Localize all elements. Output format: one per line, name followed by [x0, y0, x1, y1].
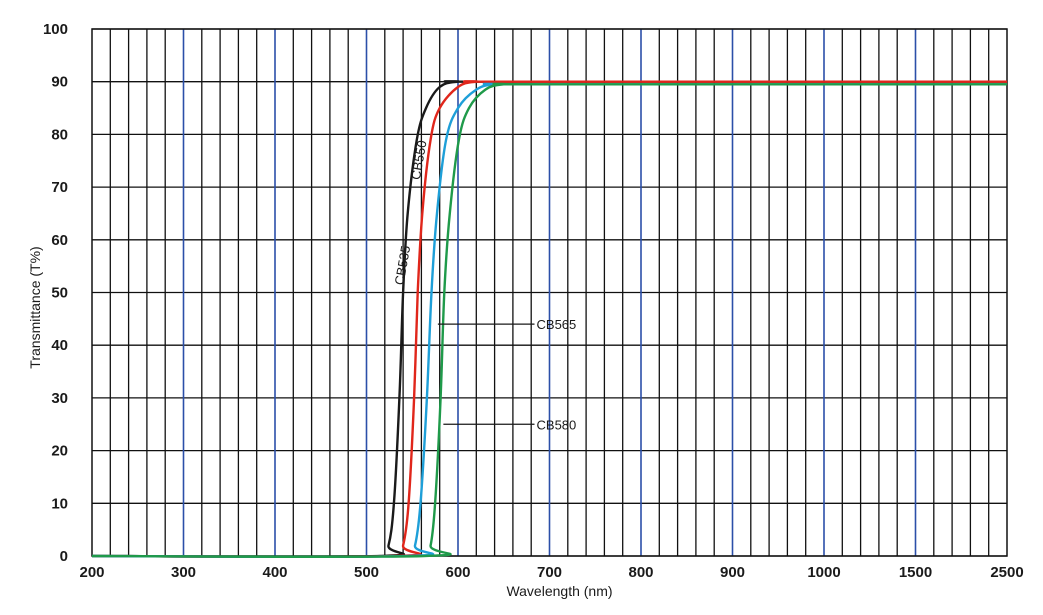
- x-tick-label: 1000: [807, 564, 840, 581]
- y-tick-label: 70: [51, 179, 68, 196]
- x-tick-label: 500: [354, 564, 379, 581]
- x-tick-label: 600: [445, 564, 470, 581]
- y-tick-label: 60: [51, 232, 68, 249]
- x-tick-label: 2500: [990, 564, 1023, 581]
- x-tick-label: 800: [628, 564, 653, 581]
- series-label: CB580: [537, 417, 577, 432]
- y-tick-label: 10: [51, 495, 68, 512]
- x-axis-title: Wavelength (nm): [506, 583, 612, 599]
- plot-frame: [91, 28, 1008, 557]
- series-lines: [91, 80, 1007, 558]
- y-tick-label: 30: [51, 390, 68, 407]
- series-line-cb580: [91, 82, 1007, 558]
- x-tick-label: 400: [262, 564, 287, 581]
- x-tick-label: 900: [720, 564, 745, 581]
- y-tick-labels: 0 10 20 30 40 50 60 70 80 90 100: [43, 21, 68, 565]
- series-label: CB565: [537, 317, 577, 332]
- major-gridlines: [182, 29, 917, 556]
- y-tick-label: 80: [51, 126, 68, 143]
- series-label: CB550: [408, 139, 430, 181]
- y-tick-label: 40: [51, 337, 68, 354]
- y-axis-title: Transmittance (T%): [27, 246, 43, 368]
- y-tick-label: 100: [43, 21, 68, 38]
- x-tick-label: 700: [537, 564, 562, 581]
- x-tick-label: 300: [171, 564, 196, 581]
- y-tick-label: 50: [51, 285, 68, 302]
- x-tick-labels: 200 300 400 500 600 700 800 900 1000 1500 2500: [79, 564, 1023, 581]
- series-line-cb550: [91, 80, 1007, 558]
- series-label: CB535: [392, 244, 414, 286]
- series-labels: CB535 CB550 CB565 CB580: [392, 139, 577, 432]
- y-tick-label: 90: [51, 74, 68, 91]
- y-tick-label: 0: [60, 548, 68, 565]
- x-tick-label: 1500: [899, 564, 932, 581]
- y-tick-label: 20: [51, 443, 68, 460]
- x-tick-label: 200: [79, 564, 104, 581]
